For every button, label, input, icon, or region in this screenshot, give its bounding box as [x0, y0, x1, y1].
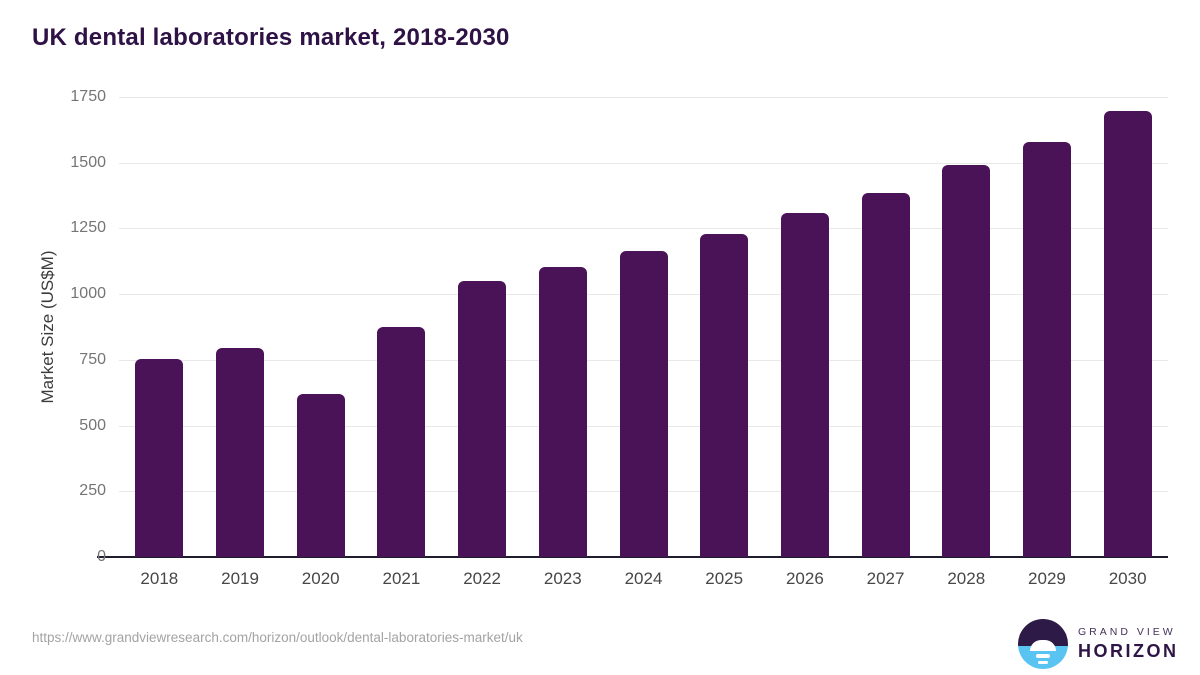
gridline-1750 [119, 97, 1168, 98]
bar-2030 [1103, 111, 1152, 557]
x-tick-label-2026: 2026 [785, 569, 824, 588]
x-tick-label-2022: 2022 [463, 569, 502, 588]
x-tick-label-2029: 2029 [1028, 569, 1066, 588]
x-tick-label-2018: 2018 [140, 569, 179, 588]
x-tick-label-2024: 2024 [624, 569, 663, 588]
bar-2026 [780, 212, 829, 557]
y-tick-label-1500: 1500 [70, 153, 106, 171]
gridline-1250 [119, 228, 1168, 230]
chart-title: UK dental laboratories market, 2018-2030 [32, 24, 510, 51]
bar-2028 [942, 165, 991, 557]
x-tick-label-2027: 2027 [866, 569, 905, 588]
bar-2023 [538, 266, 587, 557]
y-tick-label-750: 750 [79, 350, 106, 368]
horizon-sun-icon [1018, 619, 1068, 669]
bar-2018 [135, 358, 184, 557]
y-tick-label-500: 500 [79, 416, 106, 434]
source-url: https://www.grandviewresearch.com/horizo… [32, 630, 523, 645]
sun-reflection-line [1036, 654, 1050, 658]
grand-view-horizon-logo: GRAND VIEW HORIZON [1018, 619, 1188, 671]
bar-2029 [1022, 141, 1071, 557]
x-tick-label-2020: 2020 [301, 569, 340, 588]
x-tick-label-2019: 2019 [221, 569, 259, 588]
logo-text: GRAND VIEW HORIZON [1078, 626, 1179, 662]
logo-brand-name: GRAND VIEW [1078, 626, 1176, 638]
y-tick-label-0: 0 [97, 548, 106, 565]
bar-2020 [296, 394, 345, 557]
bar-2027 [861, 192, 910, 557]
y-tick-label-250: 250 [79, 482, 106, 500]
logo-product-name: HORIZON [1078, 641, 1179, 661]
x-axis-line [97, 556, 1168, 558]
sun-dome-shape [1030, 640, 1056, 651]
bar-2021 [377, 327, 426, 557]
sun-reflection-line [1038, 661, 1048, 664]
bar-2019 [216, 348, 265, 557]
x-tick-label-2021: 2021 [382, 569, 421, 588]
x-tick-label-2023: 2023 [543, 569, 582, 588]
y-tick-label-1000: 1000 [70, 285, 106, 303]
y-tick-label-1250: 1250 [70, 219, 106, 237]
gridline-1500 [119, 162, 1168, 164]
x-tick-label-2030: 2030 [1108, 569, 1147, 588]
x-tick-label-2028: 2028 [947, 569, 986, 588]
x-tick-label-2025: 2025 [705, 569, 744, 588]
bar-2025 [700, 233, 749, 557]
bar-chart-plot-area: 0 250 500 750 1000 1250 1500 1750 2018 2019 2020 20… [70, 88, 1168, 588]
y-tick-label-1750: 1750 [70, 88, 106, 105]
bar-2024 [619, 250, 668, 557]
y-axis-title: Market Size (US$M) [38, 250, 57, 404]
bar-2022 [458, 281, 507, 557]
